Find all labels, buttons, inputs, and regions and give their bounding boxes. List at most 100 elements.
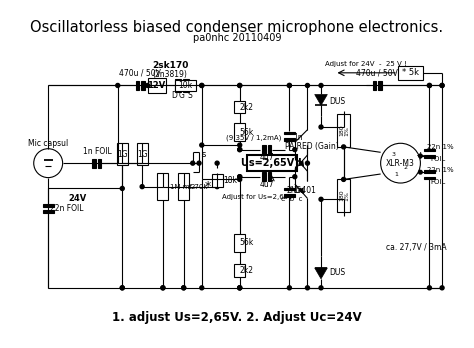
Text: 22n FOIL: 22n FOIL xyxy=(49,204,83,213)
Text: 2sk170: 2sk170 xyxy=(152,61,188,70)
Text: 1%: 1% xyxy=(345,126,350,136)
Text: 1n: 1n xyxy=(293,133,303,142)
Bar xyxy=(373,81,376,90)
Circle shape xyxy=(215,161,219,165)
Text: DUS: DUS xyxy=(329,97,346,106)
Bar xyxy=(284,194,295,197)
Circle shape xyxy=(140,161,144,165)
Bar xyxy=(247,155,297,171)
Circle shape xyxy=(191,161,195,165)
Circle shape xyxy=(161,185,165,189)
Bar xyxy=(234,234,245,252)
Circle shape xyxy=(120,286,124,290)
Circle shape xyxy=(200,84,204,87)
Circle shape xyxy=(428,84,431,87)
Circle shape xyxy=(238,177,242,181)
Circle shape xyxy=(287,84,292,87)
Bar xyxy=(268,145,271,154)
Text: 1n FOIL: 1n FOIL xyxy=(82,147,111,156)
Bar xyxy=(398,65,423,80)
Bar xyxy=(178,173,189,200)
Circle shape xyxy=(238,286,242,290)
Text: 2k2: 2k2 xyxy=(240,103,254,112)
Text: G: G xyxy=(179,91,185,100)
Circle shape xyxy=(287,84,292,87)
Text: 470u / 50V: 470u / 50V xyxy=(119,68,161,77)
Text: s: s xyxy=(201,150,206,159)
Bar xyxy=(212,174,223,187)
Circle shape xyxy=(161,286,165,290)
Bar xyxy=(137,143,147,165)
Circle shape xyxy=(161,286,165,290)
Circle shape xyxy=(319,197,323,201)
Circle shape xyxy=(116,84,120,87)
Circle shape xyxy=(319,125,323,129)
Circle shape xyxy=(182,286,186,290)
Bar xyxy=(424,177,435,180)
Bar xyxy=(157,173,168,200)
Circle shape xyxy=(182,286,186,290)
Text: 56k: 56k xyxy=(240,128,254,137)
Circle shape xyxy=(200,143,204,147)
Circle shape xyxy=(238,175,242,179)
Text: Us=2,65V !: Us=2,65V ! xyxy=(241,158,302,168)
Text: (9,35V / 1,2mA): (9,35V / 1,2mA) xyxy=(226,135,281,141)
Text: 12V: 12V xyxy=(147,81,166,90)
Circle shape xyxy=(215,185,219,189)
Bar xyxy=(284,132,295,134)
Text: 1. adjust Us=2,65V. 2. Adjust Uc=24V: 1. adjust Us=2,65V. 2. Adjust Uc=24V xyxy=(112,311,362,324)
Text: 2: 2 xyxy=(403,165,407,170)
Bar xyxy=(174,80,196,91)
Circle shape xyxy=(287,286,292,290)
Text: 22n 1%: 22n 1% xyxy=(427,167,454,173)
Text: +: + xyxy=(416,151,425,161)
Text: 24V: 24V xyxy=(68,194,86,203)
Bar xyxy=(183,79,189,92)
Text: 4u7: 4u7 xyxy=(259,180,274,189)
Circle shape xyxy=(342,145,346,149)
Bar xyxy=(337,114,350,147)
Bar xyxy=(424,171,435,173)
Bar xyxy=(117,143,128,165)
Circle shape xyxy=(146,84,150,87)
Bar xyxy=(284,138,295,141)
Circle shape xyxy=(428,84,431,87)
Text: e  b  c: e b c xyxy=(282,196,303,202)
Circle shape xyxy=(238,143,242,147)
Circle shape xyxy=(120,187,124,190)
Text: *: * xyxy=(205,180,211,193)
Bar xyxy=(424,155,435,158)
Circle shape xyxy=(342,177,346,181)
Text: Adjust for Us=2,65V: Adjust for Us=2,65V xyxy=(222,193,292,200)
Circle shape xyxy=(293,148,297,152)
Text: 470u / 50V: 470u / 50V xyxy=(356,68,398,77)
Bar xyxy=(262,145,266,154)
Text: 2N5401: 2N5401 xyxy=(286,186,316,195)
Bar xyxy=(262,172,266,181)
Text: -: - xyxy=(419,167,422,177)
Text: Mic capsul: Mic capsul xyxy=(28,139,68,148)
Text: pa0nhc 20110409: pa0nhc 20110409 xyxy=(193,33,281,44)
Circle shape xyxy=(120,161,124,165)
Circle shape xyxy=(200,286,204,290)
Circle shape xyxy=(305,286,310,290)
Text: D: D xyxy=(171,91,177,100)
Text: 56k: 56k xyxy=(240,238,254,247)
Bar xyxy=(43,204,54,206)
Text: PAIRED (Gain): PAIRED (Gain) xyxy=(285,142,339,151)
Circle shape xyxy=(305,161,310,165)
Text: 1%: 1% xyxy=(345,191,350,200)
Circle shape xyxy=(319,84,323,87)
Text: 270k: 270k xyxy=(191,184,209,190)
Text: 22n 1%: 22n 1% xyxy=(427,144,454,150)
Text: * 5k: * 5k xyxy=(402,68,419,77)
Bar xyxy=(147,78,165,93)
Text: 180: 180 xyxy=(339,190,344,201)
Bar xyxy=(284,188,295,190)
Circle shape xyxy=(120,286,124,290)
Circle shape xyxy=(305,84,310,87)
Text: 1G: 1G xyxy=(117,150,128,159)
Circle shape xyxy=(319,286,323,290)
Bar xyxy=(234,124,245,142)
Polygon shape xyxy=(315,95,328,105)
